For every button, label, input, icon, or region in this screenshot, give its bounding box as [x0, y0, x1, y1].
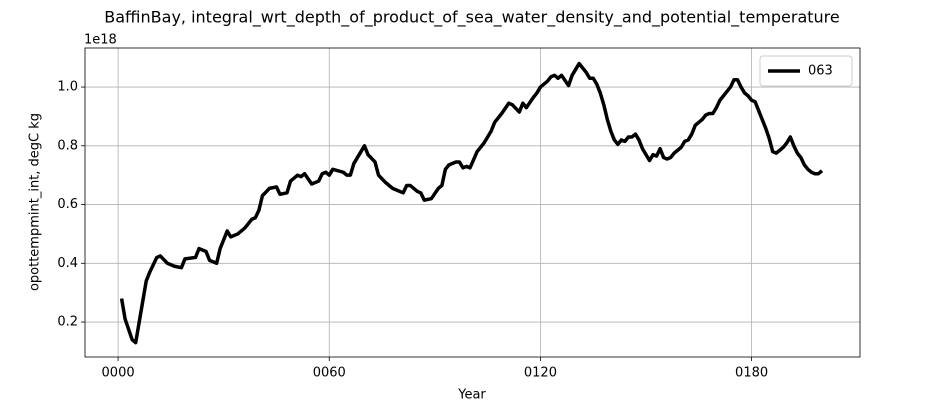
y-tick-label: 0.8: [57, 138, 78, 153]
legend-label: 063: [808, 64, 833, 79]
y-offset-label: 1e18: [84, 33, 117, 48]
y-tick-label: 0.2: [57, 315, 78, 330]
x-axis-label: Year: [457, 388, 486, 403]
y-tick-label: 0.6: [57, 197, 78, 212]
legend-box: [759, 55, 853, 87]
plot-frame: [84, 47, 861, 358]
chart-title: BaffinBay, integral_wrt_depth_of_product…: [104, 8, 839, 28]
data-line: [119, 61, 824, 345]
y-tick-label: 0.4: [57, 256, 78, 271]
y-tick-label: 1.0: [57, 80, 78, 95]
y-axis-label: opottempmint_int, degC kg: [28, 113, 43, 291]
x-tick-label: 0000: [102, 366, 135, 381]
x-tick-label: 0120: [524, 366, 557, 381]
x-tick-label: 0060: [313, 366, 346, 381]
x-tick-label: 0180: [735, 366, 768, 381]
